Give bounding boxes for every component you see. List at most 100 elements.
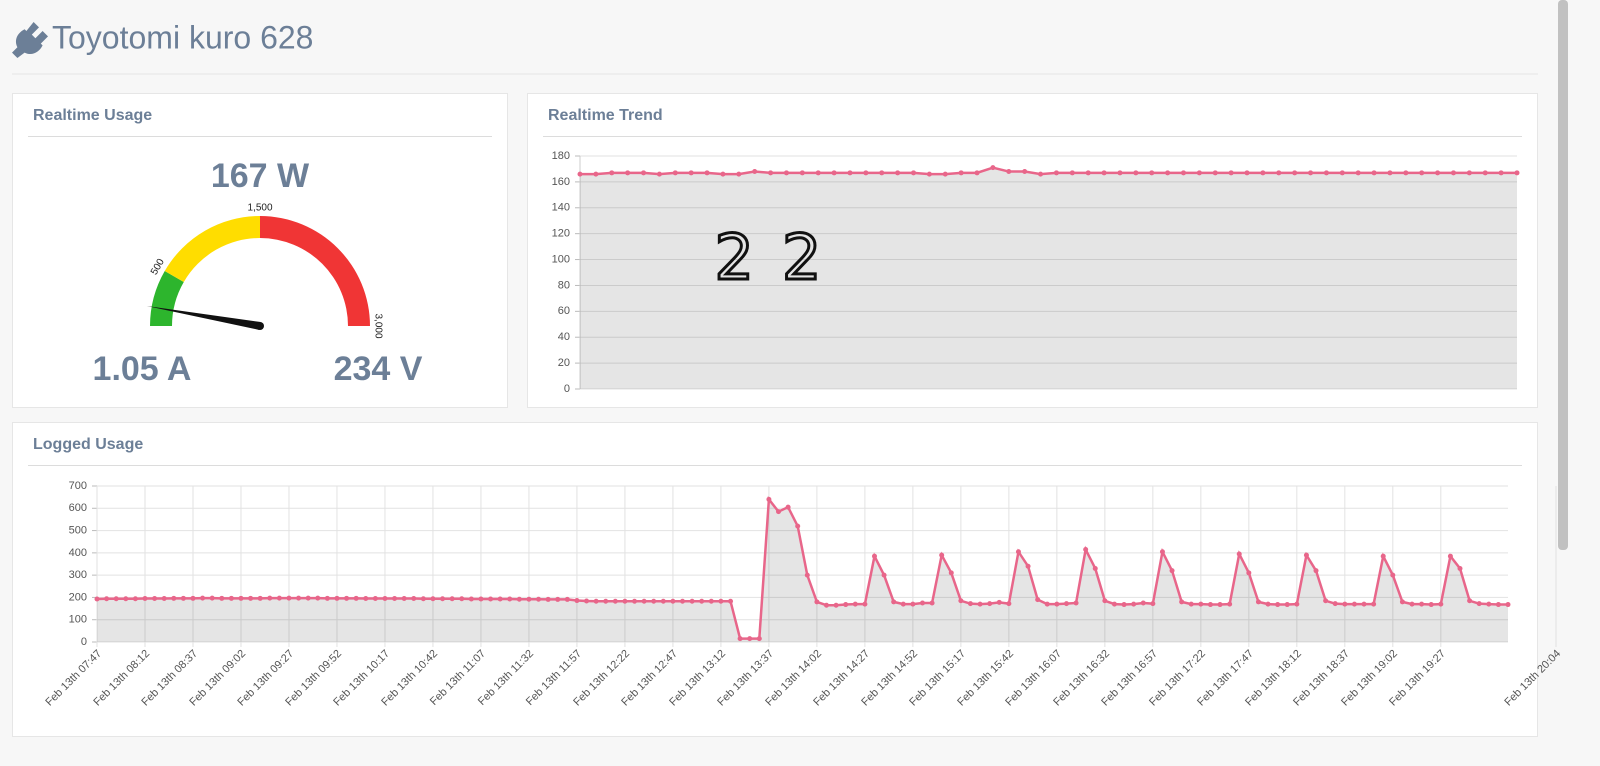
data-point: [334, 595, 340, 601]
data-point: [1015, 549, 1021, 555]
data-point: [1371, 601, 1377, 607]
panel-title: Logged Usage: [33, 436, 143, 453]
page-title: Toyotomi kuro 628: [52, 19, 313, 55]
data-point: [632, 598, 638, 604]
data-point: [1228, 170, 1234, 176]
data-point: [382, 596, 388, 602]
voltage-reading: 234 V: [334, 350, 423, 388]
data-point: [1150, 601, 1156, 607]
data-point: [1111, 601, 1117, 607]
data-point: [814, 599, 820, 605]
data-point: [766, 496, 772, 502]
power-reading: 167 W: [211, 157, 310, 195]
data-point: [411, 596, 417, 602]
data-point: [776, 509, 782, 515]
data-point: [625, 170, 631, 176]
data-point: [768, 170, 774, 176]
data-point: [990, 165, 996, 171]
data-point: [1355, 170, 1361, 176]
data-point: [1303, 552, 1309, 558]
data-point: [1244, 170, 1250, 176]
data-point: [799, 170, 805, 176]
y-tick-label: 20: [558, 357, 570, 369]
data-point: [1102, 598, 1108, 604]
data-point: [276, 595, 282, 601]
data-point: [958, 170, 964, 176]
data-point: [1246, 570, 1252, 576]
plug-icon: [12, 22, 48, 58]
data-point: [555, 596, 561, 602]
current-reading: 1.05 A: [93, 350, 192, 388]
data-point: [910, 601, 916, 607]
data-point: [152, 596, 158, 602]
data-point: [1498, 170, 1504, 176]
line-series: [96, 496, 1508, 640]
data-point: [219, 595, 225, 601]
gauge-band: [150, 271, 184, 326]
data-point: [1006, 169, 1012, 175]
data-point: [344, 595, 350, 601]
data-point: [132, 596, 138, 602]
data-point: [1179, 599, 1185, 605]
data-point: [862, 601, 868, 607]
data-point: [823, 602, 829, 608]
data-point: [967, 601, 973, 607]
data-point: [564, 596, 570, 602]
data-point: [1486, 601, 1492, 607]
data-point: [863, 170, 869, 176]
y-tick-label: 200: [69, 591, 87, 603]
data-point: [536, 596, 542, 602]
data-point: [974, 170, 980, 176]
y-tick-label: 500: [69, 524, 87, 536]
data-point: [1390, 572, 1396, 578]
data-point: [430, 596, 436, 602]
data-point: [1159, 549, 1165, 555]
data-point: [392, 596, 398, 602]
data-point: [1236, 551, 1242, 557]
line-area: [97, 499, 1508, 642]
data-point: [1101, 170, 1107, 176]
data-point: [1169, 568, 1175, 574]
panel: [12, 422, 1538, 737]
scrollbar[interactable]: [1558, 0, 1568, 550]
data-point: [315, 595, 321, 601]
data-point: [440, 596, 446, 602]
data-point: [488, 596, 494, 602]
data-point: [1403, 170, 1409, 176]
data-point: [977, 601, 983, 607]
data-point: [123, 596, 129, 602]
data-point: [1428, 602, 1434, 608]
data-point: [468, 596, 474, 602]
y-tick-label: 180: [552, 150, 570, 162]
data-point: [1450, 170, 1456, 176]
data-point: [1038, 171, 1044, 177]
data-point: [1457, 565, 1463, 571]
data-point: [526, 596, 532, 602]
data-point: [1505, 602, 1511, 608]
data-point: [843, 602, 849, 608]
data-point: [1121, 602, 1127, 608]
y-tick-label: 60: [558, 305, 570, 317]
data-point: [1092, 565, 1098, 571]
data-point: [1265, 601, 1271, 607]
data-point: [209, 595, 215, 601]
y-tick-label: 700: [69, 480, 87, 492]
data-point: [1212, 170, 1218, 176]
data-point: [1399, 599, 1405, 605]
data-point: [1117, 170, 1123, 176]
data-point: [720, 171, 726, 177]
data-point: [736, 171, 742, 177]
data-point: [372, 596, 378, 602]
data-point: [1165, 170, 1171, 176]
data-point: [200, 595, 206, 601]
data-point: [656, 171, 662, 177]
data-point: [1227, 601, 1233, 607]
data-point: [881, 572, 887, 578]
data-point: [641, 170, 647, 176]
data-point: [497, 596, 503, 602]
data-point: [939, 552, 945, 558]
data-point: [593, 171, 599, 177]
data-point: [1275, 602, 1281, 608]
gauge-needle: [146, 305, 261, 330]
data-point: [1387, 170, 1393, 176]
